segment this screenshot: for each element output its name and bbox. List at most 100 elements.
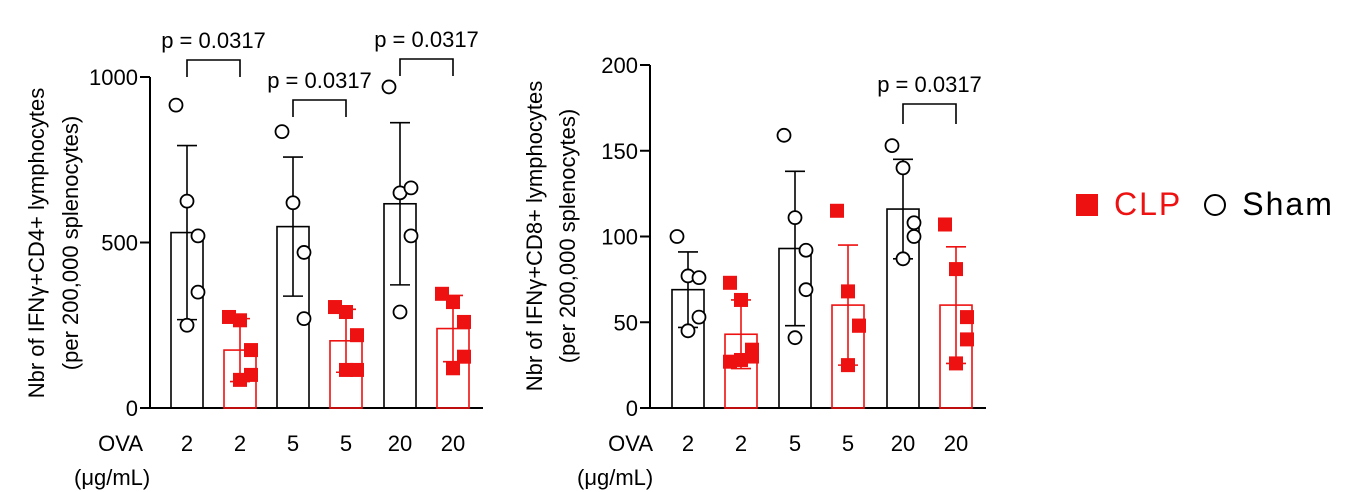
data-point bbox=[350, 362, 364, 377]
y-axis-title: Nbr of IFNγ+CD4+ lymphocytes bbox=[24, 88, 49, 399]
data-point bbox=[841, 358, 855, 373]
data-point bbox=[960, 310, 974, 325]
data-point bbox=[244, 343, 258, 358]
x-tick-label: 2 bbox=[735, 431, 747, 456]
data-point bbox=[285, 195, 301, 211]
clp-legend-swatch bbox=[1076, 193, 1098, 216]
x-tick-label: 5 bbox=[789, 431, 801, 456]
data-point bbox=[723, 275, 737, 290]
x-prefix-label: OVA bbox=[98, 431, 143, 456]
x-tick-label: 5 bbox=[287, 431, 299, 456]
data-point bbox=[680, 323, 696, 339]
y-tick-label: 1000 bbox=[89, 65, 138, 90]
x-tick-label: 5 bbox=[842, 431, 854, 456]
p-value-label: p = 0.0317 bbox=[161, 28, 266, 53]
data-point bbox=[787, 210, 803, 226]
data-point bbox=[906, 215, 922, 231]
data-point bbox=[830, 203, 844, 218]
data-point bbox=[350, 328, 364, 343]
data-point bbox=[949, 262, 963, 277]
p-value-label: p = 0.0317 bbox=[267, 68, 372, 93]
data-point bbox=[691, 270, 707, 286]
x-tick-label: 20 bbox=[441, 431, 465, 456]
data-point bbox=[723, 354, 737, 369]
data-point bbox=[787, 330, 803, 346]
data-point bbox=[179, 193, 195, 209]
data-point bbox=[403, 228, 419, 244]
y-tick-label: 50 bbox=[614, 310, 638, 335]
y-tick-label: 100 bbox=[601, 225, 638, 250]
x-tick-label: 5 bbox=[340, 431, 352, 456]
y-axis-title: Nbr of IFNγ+CD8+ lymphocytes bbox=[522, 81, 547, 392]
x-tick-label: 2 bbox=[181, 431, 193, 456]
data-point bbox=[446, 295, 460, 310]
data-point bbox=[190, 284, 206, 300]
cd4-chart: 0 500 1000 2 2 5 5 20 20 OVA (μg/mL) Nbr of IFNγ+CD… bbox=[24, 27, 483, 490]
y-tick-label: 0 bbox=[626, 396, 638, 421]
data-point bbox=[179, 317, 195, 333]
data-point bbox=[328, 300, 342, 315]
data-point bbox=[403, 180, 419, 196]
data-point bbox=[776, 127, 792, 143]
data-point bbox=[457, 314, 471, 329]
data-point bbox=[168, 97, 184, 113]
data-point bbox=[691, 309, 707, 325]
data-point bbox=[222, 309, 236, 324]
data-point bbox=[960, 332, 974, 347]
data-point bbox=[884, 138, 900, 154]
x-tick-label: 20 bbox=[388, 431, 412, 456]
data-point bbox=[457, 349, 471, 364]
data-point bbox=[798, 282, 814, 298]
data-point bbox=[949, 356, 963, 371]
y-tick-label: 500 bbox=[101, 231, 138, 256]
data-point bbox=[669, 229, 685, 244]
data-point bbox=[233, 313, 247, 328]
data-point bbox=[852, 318, 866, 333]
x-tick-label: 2 bbox=[234, 431, 246, 456]
x-unit-label: (μg/mL) bbox=[577, 465, 653, 490]
data-point bbox=[339, 362, 353, 377]
y-tick-label: 0 bbox=[126, 396, 138, 421]
legend: CLP Sham bbox=[1076, 186, 1334, 223]
data-point bbox=[392, 304, 408, 320]
data-point bbox=[233, 372, 247, 387]
data-point bbox=[906, 229, 922, 244]
y-axis-subtitle: (per 200,000 splenocytes) bbox=[555, 109, 580, 363]
x-tick-label: 20 bbox=[944, 431, 968, 456]
data-point bbox=[734, 352, 748, 367]
data-point bbox=[745, 349, 759, 364]
x-prefix-label: OVA bbox=[608, 431, 653, 456]
data-point bbox=[895, 160, 911, 176]
clp-legend-label: CLP bbox=[1114, 186, 1183, 222]
data-point bbox=[798, 242, 814, 258]
data-point bbox=[435, 286, 449, 301]
sham-legend-label: Sham bbox=[1242, 186, 1334, 222]
significance-bracket bbox=[902, 103, 957, 124]
data-point bbox=[296, 311, 312, 327]
x-tick-label: 2 bbox=[682, 431, 694, 456]
data-point bbox=[381, 79, 397, 95]
y-tick-label: 150 bbox=[601, 139, 638, 164]
data-point bbox=[446, 361, 460, 376]
x-tick-label: 20 bbox=[891, 431, 915, 456]
x-unit-label: (μg/mL) bbox=[74, 465, 150, 490]
y-axis-subtitle: (per 200,000 splenocytes) bbox=[58, 116, 83, 370]
cd8-chart: 0 50 100 150 200 2 2 5 5 20 20 OVA (μg/mL) Nbr of IFN… bbox=[522, 53, 986, 490]
y-tick-label: 200 bbox=[601, 53, 638, 78]
data-point bbox=[274, 124, 290, 140]
data-point bbox=[938, 217, 952, 232]
significance-bracket bbox=[399, 58, 454, 76]
data-point bbox=[895, 251, 911, 267]
data-point bbox=[339, 305, 353, 320]
p-value-label: p = 0.0317 bbox=[877, 72, 982, 97]
p-value-label: p = 0.0317 bbox=[374, 27, 479, 52]
data-point bbox=[841, 284, 855, 299]
data-point bbox=[296, 245, 312, 260]
data-point bbox=[190, 228, 206, 244]
data-point bbox=[244, 367, 258, 382]
sham-legend-swatch bbox=[1204, 193, 1227, 216]
significance-bracket bbox=[186, 59, 241, 77]
data-point bbox=[734, 292, 748, 307]
significance-bracket bbox=[292, 99, 347, 117]
